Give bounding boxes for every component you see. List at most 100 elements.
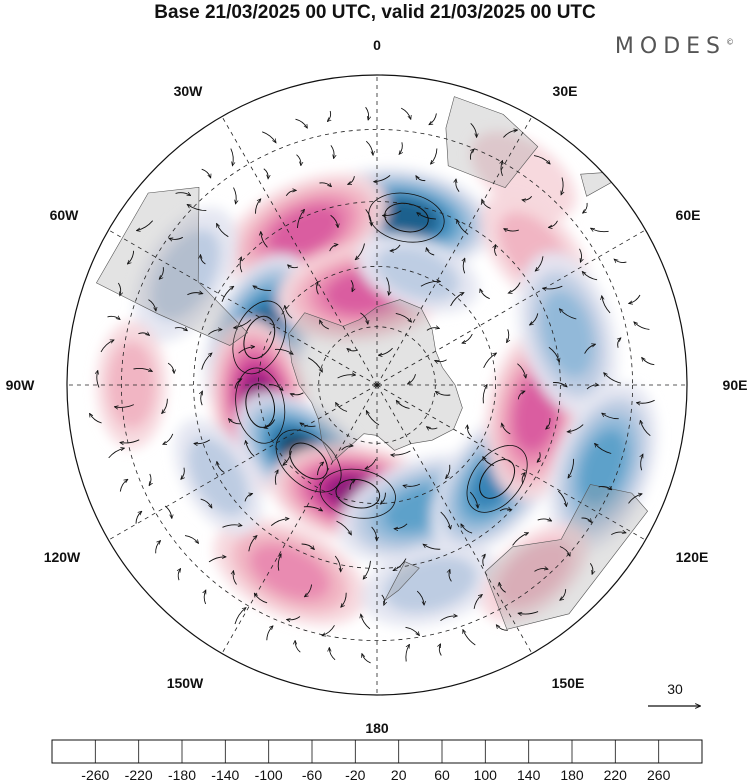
- wind-arrow: [634, 322, 650, 330]
- wind-arrow: [394, 523, 408, 529]
- wind-arrow: [208, 557, 226, 563]
- wind-arrow: [261, 232, 268, 248]
- wind-arrow: [301, 543, 315, 549]
- wind-arrow: [390, 244, 401, 251]
- wind-arrow: [365, 140, 373, 155]
- wind-arrow: [303, 506, 322, 511]
- wind-arrow: [497, 625, 508, 631]
- wind-arrow: [391, 450, 411, 455]
- wind-arrow: [107, 316, 120, 319]
- wind-arrow: [159, 267, 164, 279]
- wind-arrow: [423, 544, 441, 550]
- wind-arrow: [614, 259, 627, 262]
- lon-label-150e: 150E: [552, 675, 585, 691]
- wind-arrow: [546, 418, 551, 429]
- wind-arrow: [559, 546, 570, 556]
- wind-arrow: [427, 427, 438, 429]
- wind-arrow: [509, 282, 521, 294]
- anomaly-contour: [249, 544, 330, 601]
- wind-arrow: [642, 358, 655, 366]
- wind-arrow: [446, 464, 451, 479]
- map-disc: [67, 75, 687, 695]
- wind-arrow: [450, 293, 464, 307]
- wind-arrow: [337, 375, 356, 379]
- wind-arrow: [536, 256, 544, 271]
- wind-arrow: [517, 391, 524, 400]
- wind-arrow: [495, 245, 497, 257]
- wind-arrow: [347, 349, 359, 351]
- wind-arrow: [119, 480, 127, 492]
- wind-arrow: [334, 555, 341, 571]
- wind-arrow: [305, 584, 313, 597]
- anomaly-contour: [374, 199, 439, 237]
- lon-label-60e: 60E: [676, 207, 701, 223]
- wind-arrow: [534, 569, 548, 572]
- wind-arrow: [296, 154, 301, 166]
- wind-arrow: [449, 570, 452, 582]
- wind-arrow: [291, 392, 304, 395]
- wind-arrow: [405, 645, 409, 662]
- wind-arrow: [201, 391, 203, 406]
- anomaly-contour: [541, 290, 594, 378]
- wind-arrow: [499, 583, 506, 593]
- wind-arrow: [560, 309, 577, 320]
- wind-arrow: [501, 161, 503, 176]
- vector-reference: 30: [648, 681, 700, 706]
- wind-arrow: [317, 282, 319, 295]
- wind-arrow: [208, 330, 221, 335]
- wind-arrow: [174, 328, 187, 331]
- wind-arrow: [522, 196, 533, 200]
- wind-arrow: [100, 340, 114, 353]
- wind-arrow: [557, 490, 566, 506]
- wind-arrow: [341, 592, 347, 607]
- colorbar-tick-label: -140: [211, 767, 239, 783]
- wind-arrow: [362, 654, 371, 664]
- wind-arrow: [361, 614, 371, 630]
- wind-arrow: [395, 312, 412, 322]
- wind-arrow: [288, 265, 299, 268]
- wind-arrow: [194, 439, 211, 444]
- wind-arrow: [483, 555, 485, 567]
- colorbar-tick-label: -180: [168, 767, 196, 783]
- wind-arrow: [543, 285, 563, 289]
- wind-arrow: [270, 519, 288, 526]
- wind-arrow: [330, 145, 334, 158]
- contour-line: [335, 478, 381, 509]
- wind-arrow: [583, 272, 598, 281]
- wind-arrow: [439, 644, 442, 656]
- wind-arrow: [255, 594, 268, 604]
- wind-arrow: [149, 473, 151, 485]
- meridian-line: [206, 384, 378, 680]
- wind-arrow: [283, 450, 292, 465]
- colorbar-tick-label: -60: [302, 767, 322, 783]
- meridian-line: [82, 214, 378, 386]
- wind-arrow: [641, 454, 643, 471]
- wind-arrow: [188, 205, 207, 212]
- wind-arrow: [431, 148, 438, 164]
- wind-arrow: [108, 448, 124, 459]
- wind-arrow: [285, 190, 296, 196]
- wind-arrow: [162, 398, 168, 414]
- brand-name: MODES: [614, 34, 726, 59]
- map-border: [66, 74, 688, 696]
- wind-arrow: [167, 362, 174, 373]
- wind-arrow: [322, 625, 335, 635]
- wind-arrow: [379, 347, 393, 355]
- wind-arrow: [499, 509, 511, 512]
- wind-arrow: [591, 228, 609, 233]
- meridian-line: [376, 214, 672, 386]
- wind-arrow: [201, 168, 211, 177]
- wind-arrow: [561, 177, 563, 195]
- wind-arrow: [363, 560, 371, 579]
- wind-arrow: [238, 347, 255, 354]
- wind-arrow: [560, 589, 567, 600]
- lon-label-120e: 120E: [676, 549, 709, 565]
- contour-line: [368, 192, 445, 243]
- wind-arrow: [221, 287, 233, 302]
- meridian-line: [376, 384, 672, 556]
- wind-arrow: [483, 457, 495, 467]
- wind-arrow: [397, 401, 410, 409]
- wind-arrow: [456, 179, 460, 192]
- wind-arrow: [549, 220, 558, 228]
- wind-arrow: [330, 214, 338, 227]
